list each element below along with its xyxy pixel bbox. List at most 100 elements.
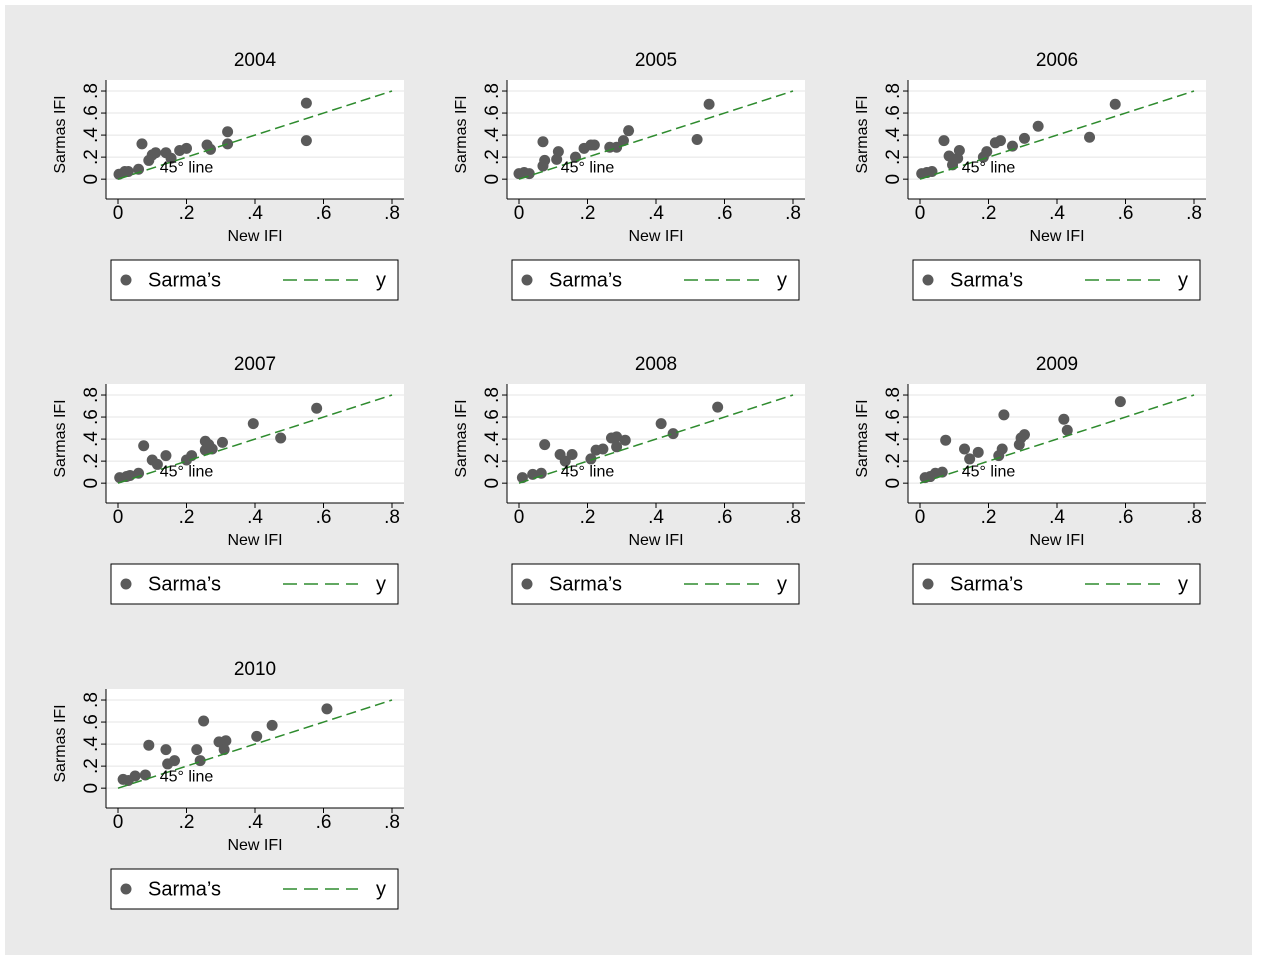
point	[122, 165, 134, 177]
legend-label: Sarma’s	[549, 269, 622, 291]
panel: 2004 0 .2 .4 .6 .8 0 .2 .4 .6 .8 New IFI Sarmas IFI 4…	[52, 50, 404, 301]
point	[611, 141, 623, 153]
y-axis-title: Sarmas IFI	[52, 704, 69, 782]
y-tick-label: .4	[482, 127, 503, 143]
point	[703, 98, 715, 110]
x-axis-title: New IFI	[1029, 532, 1084, 549]
panel: 2008 0 .2 .4 .6 .8 0 .2 .4 .6 .8 New IFI Sarmas IFI 4…	[453, 354, 805, 605]
y-tick-label: .2	[482, 453, 503, 469]
point	[275, 432, 287, 444]
x-tick-label: .4	[1049, 203, 1065, 224]
x-tick-label: .2	[580, 203, 596, 224]
panel: 2007 0 .2 .4 .6 .8 0 .2 .4 .6 .8 New IFI Sarmas IFI 4…	[52, 354, 404, 605]
legend-label: y	[777, 573, 787, 595]
x-tick-label: .6	[1118, 203, 1134, 224]
point	[998, 409, 1010, 421]
y-tick-label: .6	[883, 409, 904, 425]
y-tick-label: .4	[482, 431, 503, 447]
y-tick-label: .4	[883, 431, 904, 447]
legend-label: y	[1178, 269, 1188, 291]
y-tick-label: .6	[81, 105, 102, 121]
point	[552, 146, 564, 158]
plot-area	[507, 80, 805, 199]
point	[619, 434, 631, 446]
reference-line	[117, 394, 393, 484]
plot-area	[507, 384, 805, 503]
x-tick-label: .6	[1118, 507, 1134, 528]
x-tick-label: .8	[384, 507, 400, 528]
point	[691, 134, 703, 145]
point	[138, 440, 150, 452]
point	[953, 145, 965, 157]
point	[129, 770, 141, 782]
point	[936, 466, 948, 478]
plot-area	[908, 384, 1206, 503]
point	[981, 146, 993, 158]
x-tick-label: 0	[915, 507, 926, 528]
chart-title: 2005	[635, 50, 677, 71]
point	[585, 453, 597, 465]
y-tick-label: .6	[883, 105, 904, 121]
x-axis-title: New IFI	[227, 228, 282, 245]
point	[940, 434, 952, 446]
legend-label: y	[1178, 573, 1188, 595]
point	[300, 97, 312, 109]
annotation: 45° line	[160, 159, 214, 176]
y-tick-label: .8	[81, 83, 102, 99]
point	[943, 150, 955, 162]
point	[151, 458, 163, 470]
chart-title: 2007	[234, 354, 276, 375]
y-tick-label: 0	[482, 174, 503, 185]
point	[667, 428, 679, 440]
x-tick-label: .2	[580, 507, 596, 528]
x-axis-title: New IFI	[1029, 228, 1084, 245]
y-axis-title: Sarmas IFI	[854, 399, 871, 477]
point	[623, 125, 635, 137]
annotation: 45° line	[561, 159, 615, 176]
point	[1032, 120, 1044, 132]
point	[926, 165, 938, 177]
y-tick-label: .2	[81, 149, 102, 165]
x-tick-label: .8	[785, 203, 801, 224]
chart-title: 2010	[234, 659, 276, 680]
point	[150, 147, 162, 159]
y-axis-title: Sarmas IFI	[52, 95, 69, 173]
y-tick-label: .4	[81, 127, 102, 143]
chart-title: 2009	[1036, 354, 1078, 375]
plot-area	[908, 80, 1206, 199]
x-tick-label: .2	[179, 812, 195, 833]
y-tick-label: .6	[81, 409, 102, 425]
y-tick-label: .4	[883, 127, 904, 143]
panel: 2005 0 .2 .4 .6 .8 0 .2 .4 .6 .8 New IFI Sarmas IFI 4…	[453, 50, 805, 301]
point	[300, 135, 312, 147]
point	[222, 126, 234, 138]
y-axis-title: Sarmas IFI	[854, 95, 871, 173]
reference-line	[919, 394, 1195, 484]
x-tick-label: .6	[316, 203, 332, 224]
point	[1109, 98, 1121, 110]
y-tick-label: .6	[81, 714, 102, 730]
x-tick-label: .2	[981, 507, 997, 528]
point	[1058, 413, 1070, 425]
point	[216, 436, 228, 448]
legend-swatch	[120, 578, 132, 590]
x-tick-label: 0	[113, 203, 124, 224]
point	[1018, 132, 1030, 144]
point	[539, 154, 551, 166]
point	[247, 418, 259, 430]
point	[1061, 424, 1073, 436]
point	[539, 439, 551, 451]
legend-label: Sarma’s	[148, 573, 221, 595]
panel: 2009 0 .2 .4 .6 .8 0 .2 .4 .6 .8 New IFI Sarmas IFI 4…	[854, 354, 1206, 605]
x-tick-label: .6	[316, 507, 332, 528]
y-tick-label: .8	[482, 387, 503, 403]
legend-swatch	[922, 274, 934, 286]
point	[160, 450, 172, 462]
chart-title: 2004	[234, 50, 277, 71]
y-tick-label: .8	[883, 387, 904, 403]
x-tick-label: .8	[384, 203, 400, 224]
x-tick-label: .4	[247, 812, 263, 833]
y-axis-title: Sarmas IFI	[52, 399, 69, 477]
x-tick-label: .4	[648, 507, 664, 528]
